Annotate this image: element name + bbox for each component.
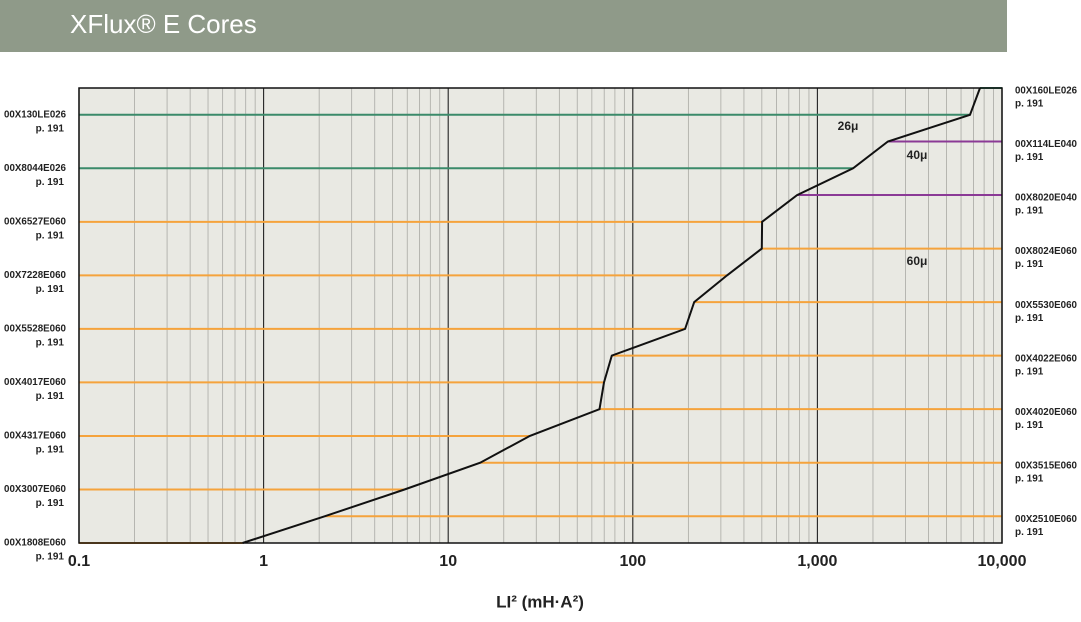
permeability-label: 40μ xyxy=(907,148,928,162)
core-page: p. 191 xyxy=(36,445,65,456)
plot-area xyxy=(79,88,1002,543)
core-page: p. 191 xyxy=(36,230,65,241)
core-name: 00X8020E040 xyxy=(1015,193,1077,204)
x-tick-label: 1,000 xyxy=(797,553,837,570)
core-page: p. 191 xyxy=(1015,99,1044,110)
x-axis-label: LI² (mH·A²) xyxy=(496,592,584,611)
core-name: 00X3515E060 xyxy=(1015,460,1077,471)
core-name: 00X7228E060 xyxy=(4,270,66,281)
core-page: p. 191 xyxy=(36,498,65,509)
core-page: p. 191 xyxy=(1015,473,1044,484)
core-page: p. 191 xyxy=(1015,152,1044,163)
permeability-label: 26μ xyxy=(838,119,859,133)
x-tick-label: 10,000 xyxy=(978,553,1027,570)
core-name: 00X8044E026 xyxy=(4,163,66,174)
core-name: 00X1808E060 xyxy=(4,538,66,549)
core-page: p. 191 xyxy=(36,284,65,295)
core-page: p. 191 xyxy=(1015,420,1044,431)
x-tick-label: 1 xyxy=(259,553,268,570)
core-page: p. 191 xyxy=(1015,313,1044,324)
core-page: p. 191 xyxy=(1015,259,1044,270)
x-tick-label: 10 xyxy=(439,553,457,570)
core-page: p. 191 xyxy=(36,123,65,134)
core-name: 00X4317E060 xyxy=(4,431,66,442)
core-name: 00X4022E060 xyxy=(1015,353,1077,364)
core-name: 00X130LE026 xyxy=(4,109,66,120)
chart-title: XFlux® E Cores xyxy=(70,9,257,39)
selection-curve xyxy=(242,87,981,544)
core-name: 00X4020E060 xyxy=(1015,407,1077,418)
core-page: p. 191 xyxy=(36,177,65,188)
core-name: 00X2510E060 xyxy=(1015,514,1077,525)
core-page: p. 191 xyxy=(36,552,65,563)
core-name: 00X4017E060 xyxy=(4,377,66,388)
core-name: 00X160LE026 xyxy=(1015,86,1077,97)
core-name: 00X114LE040 xyxy=(1015,139,1077,150)
core-page: p. 191 xyxy=(1015,366,1044,377)
header-band xyxy=(0,0,1007,52)
core-page: p. 191 xyxy=(36,391,65,402)
permeability-label: 60μ xyxy=(907,254,928,268)
core-page: p. 191 xyxy=(1015,206,1044,217)
core-name: 00X3007E060 xyxy=(4,484,66,495)
core-page: p. 191 xyxy=(1015,527,1044,538)
core-name: 00X6527E060 xyxy=(4,216,66,227)
core-name: 00X5530E060 xyxy=(1015,300,1077,311)
x-tick-label: 100 xyxy=(619,553,646,570)
x-tick-label: 0.1 xyxy=(68,553,90,570)
core-page: p. 191 xyxy=(36,338,65,349)
core-name: 00X8024E060 xyxy=(1015,246,1077,257)
core-name: 00X5528E060 xyxy=(4,324,66,335)
plot-frame xyxy=(78,87,1003,544)
